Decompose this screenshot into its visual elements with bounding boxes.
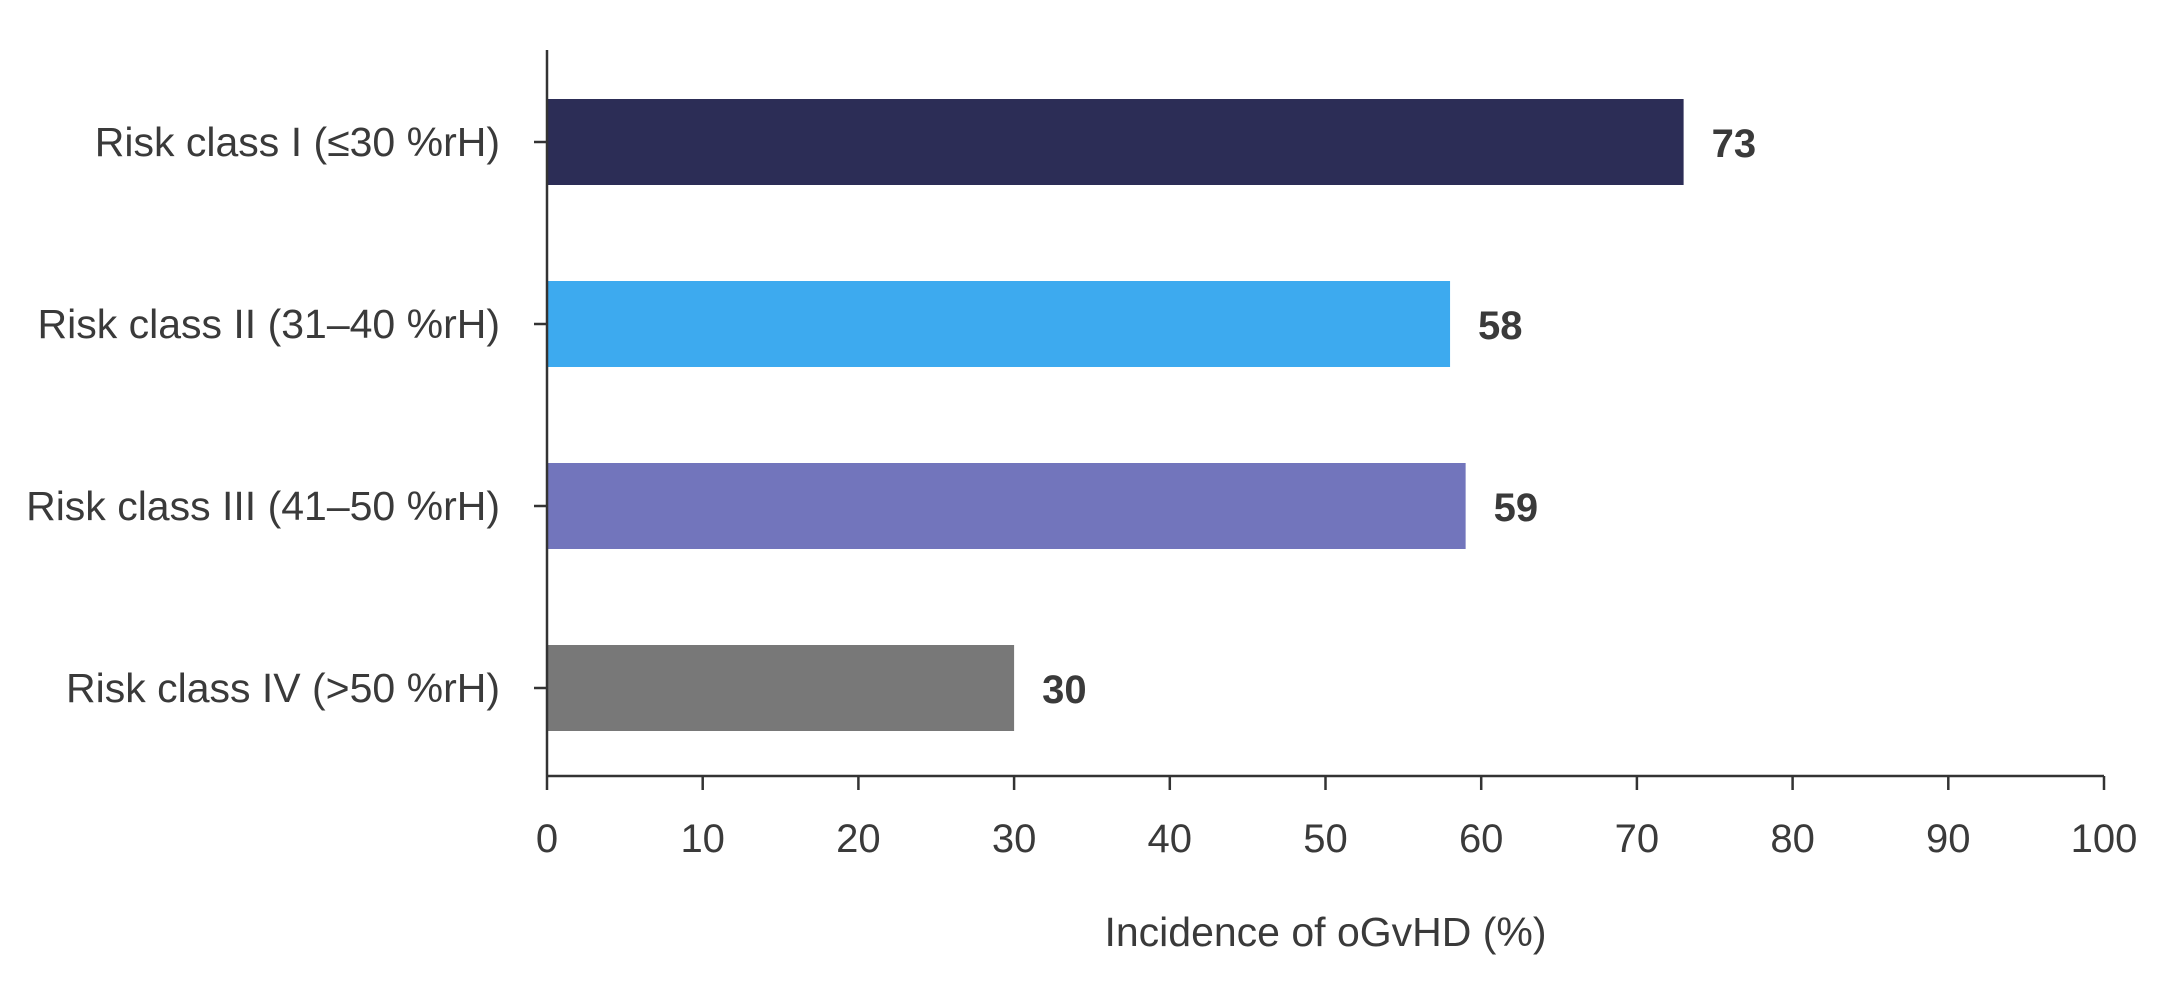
x-tick-label-60: 60 (1459, 817, 1504, 861)
bar-1 (547, 99, 1684, 185)
x-tick-label-40: 40 (1148, 817, 1193, 861)
x-tick-label-80: 80 (1770, 817, 1815, 861)
x-tick-label-70: 70 (1615, 817, 1660, 861)
value-label-3: 59 (1494, 486, 1539, 530)
category-label-4: Risk class IV (>50 %rH) (66, 665, 500, 711)
value-labels-layer: 73 58 59 30 (1042, 122, 1756, 712)
y-axis (534, 50, 549, 776)
x-tick-label-90: 90 (1926, 817, 1971, 861)
value-label-1: 73 (1712, 122, 1757, 166)
bars-layer (547, 99, 1684, 731)
x-axis-title: Incidence of oGvHD (%) (1104, 909, 1546, 955)
category-label-2: Risk class II (31–40 %rH) (37, 301, 500, 347)
bar-4 (547, 645, 1015, 731)
x-tick-label-0: 0 (536, 817, 558, 861)
category-label-3: Risk class III (41–50 %rH) (26, 483, 500, 529)
bar-2 (547, 281, 1451, 367)
category-labels: Risk class I (≤30 %rH) Risk class II (31–… (26, 119, 500, 711)
x-tick-label-100: 100 (2071, 817, 2138, 861)
value-label-2: 58 (1478, 304, 1523, 348)
x-tick-label-20: 20 (836, 817, 881, 861)
x-tick-label-10: 10 (680, 817, 725, 861)
x-axis: 0 10 20 30 40 50 60 70 80 90 100 (536, 774, 2138, 861)
x-tick-label-50: 50 (1303, 817, 1348, 861)
bar-3 (547, 463, 1466, 549)
value-label-4: 30 (1042, 668, 1087, 712)
x-tick-label-30: 30 (992, 817, 1037, 861)
category-label-1: Risk class I (≤30 %rH) (95, 119, 500, 165)
